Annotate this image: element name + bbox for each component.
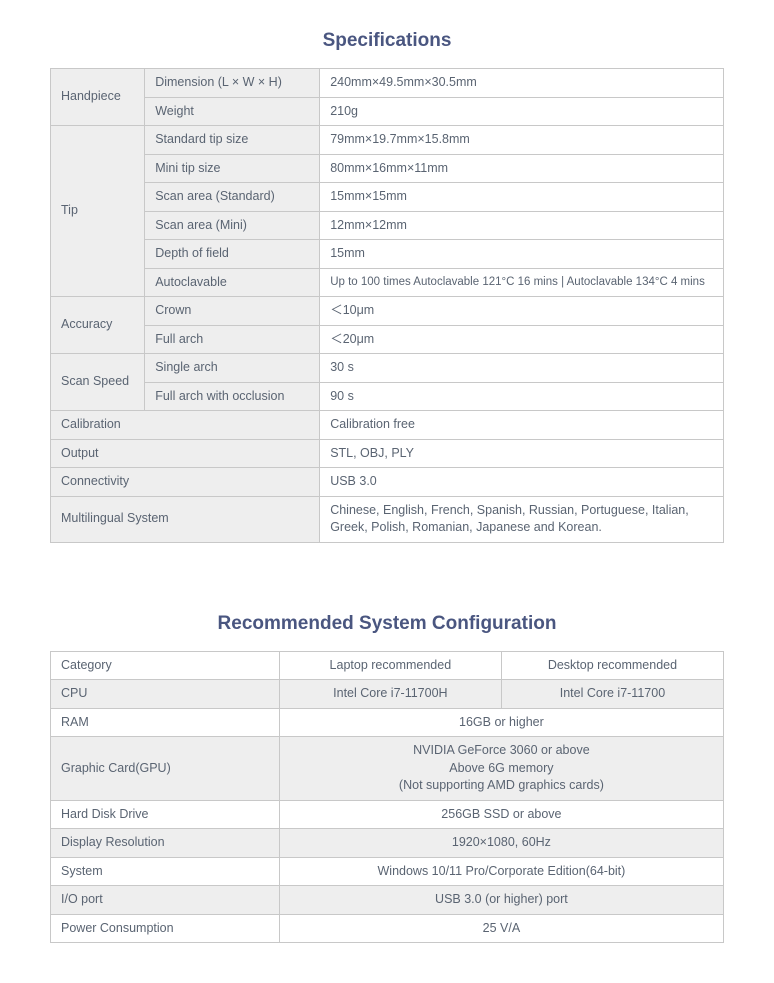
- cell-value: USB 3.0: [320, 468, 724, 497]
- cell-value: Intel Core i7-11700H: [279, 680, 501, 709]
- cell-value: 30 s: [320, 354, 724, 383]
- system-config-table: Category Laptop recommended Desktop reco…: [50, 651, 724, 944]
- cell-value: 1920×1080, 60Hz: [279, 829, 723, 858]
- row-cpu: CPU: [51, 680, 280, 709]
- cell-value: Intel Core i7-11700: [501, 680, 723, 709]
- cell-value: 15mm: [320, 240, 724, 269]
- row-accuracy: Accuracy: [51, 297, 145, 354]
- cell-label: Depth of field: [145, 240, 320, 269]
- cell-value: ＜10μm: [320, 297, 724, 326]
- specifications-title: Specifications: [50, 30, 724, 52]
- cell-label: Crown: [145, 297, 320, 326]
- row-tip: Tip: [51, 126, 145, 297]
- cell-value: Calibration free: [320, 411, 724, 440]
- cell-label: Single arch: [145, 354, 320, 383]
- cell-value: 256GB SSD or above: [279, 800, 723, 829]
- cell-value: 25 V/A: [279, 914, 723, 943]
- cell-value: NVIDIA GeForce 3060 or above Above 6G me…: [279, 737, 723, 801]
- row-connectivity: Connectivity: [51, 468, 320, 497]
- cell-value: 15mm×15mm: [320, 183, 724, 212]
- row-io: I/O port: [51, 886, 280, 915]
- row-display: Display Resolution: [51, 829, 280, 858]
- cell-label: Full arch: [145, 325, 320, 354]
- row-gpu: Graphic Card(GPU): [51, 737, 280, 801]
- cell-label: Mini tip size: [145, 154, 320, 183]
- specifications-table: Handpiece Dimension (L × W × H) 240mm×49…: [50, 68, 724, 543]
- cell-value: USB 3.0 (or higher) port: [279, 886, 723, 915]
- cell-label: Scan area (Mini): [145, 211, 320, 240]
- system-config-title: Recommended System Configuration: [50, 613, 724, 635]
- cell-value: ＜20μm: [320, 325, 724, 354]
- row-scanspeed: Scan Speed: [51, 354, 145, 411]
- row-hdd: Hard Disk Drive: [51, 800, 280, 829]
- cell-value: 90 s: [320, 382, 724, 411]
- cell-label: Standard tip size: [145, 126, 320, 155]
- cell-value: 240mm×49.5mm×30.5mm: [320, 69, 724, 98]
- cell-label: Dimension (L × W × H): [145, 69, 320, 98]
- col-desktop: Desktop recommended: [501, 651, 723, 680]
- cell-value: 12mm×12mm: [320, 211, 724, 240]
- cell-value: Windows 10/11 Pro/Corporate Edition(64-b…: [279, 857, 723, 886]
- cell-label: Autoclavable: [145, 268, 320, 297]
- cell-value: 210g: [320, 97, 724, 126]
- col-laptop: Laptop recommended: [279, 651, 501, 680]
- row-power: Power Consumption: [51, 914, 280, 943]
- col-category: Category: [51, 651, 280, 680]
- cell-value: 16GB or higher: [279, 708, 723, 737]
- cell-label: Weight: [145, 97, 320, 126]
- row-ram: RAM: [51, 708, 280, 737]
- cell-value: Chinese, English, French, Spanish, Russi…: [320, 496, 724, 542]
- cell-value: 79mm×19.7mm×15.8mm: [320, 126, 724, 155]
- row-calibration: Calibration: [51, 411, 320, 440]
- cell-value: Up to 100 times Autoclavable 121°C 16 mi…: [320, 268, 724, 297]
- cell-value: 80mm×16mm×11mm: [320, 154, 724, 183]
- cell-label: Full arch with occlusion: [145, 382, 320, 411]
- row-output: Output: [51, 439, 320, 468]
- row-handpiece: Handpiece: [51, 69, 145, 126]
- row-system: System: [51, 857, 280, 886]
- row-multilingual: Multilingual System: [51, 496, 320, 542]
- cell-value: STL, OBJ, PLY: [320, 439, 724, 468]
- cell-label: Scan area (Standard): [145, 183, 320, 212]
